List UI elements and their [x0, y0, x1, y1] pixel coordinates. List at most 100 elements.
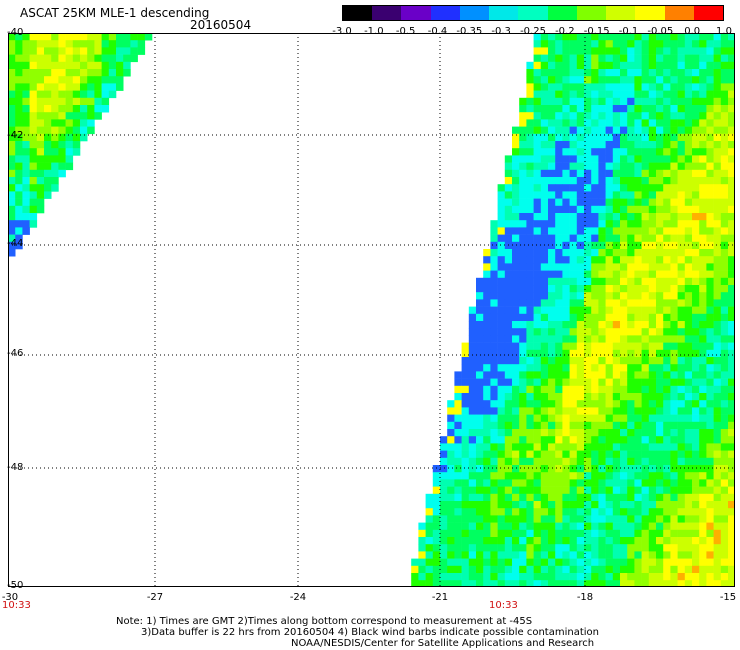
swath-cell: [526, 421, 534, 430]
swath-cell: [548, 220, 556, 228]
swath-cell: [663, 155, 671, 163]
swath-cell: [684, 133, 693, 142]
swath-cell: [555, 321, 563, 329]
swath-cell: [591, 285, 599, 293]
swath-cell: [490, 227, 498, 235]
swath-cell: [440, 565, 448, 574]
swath-cell: [670, 33, 678, 41]
swath-cell: [627, 285, 635, 293]
swath-cell: [533, 83, 542, 91]
swath-cell: [598, 357, 606, 365]
swath-cell: [51, 141, 59, 149]
swath-cell: [677, 436, 686, 444]
swath-cell: [562, 227, 570, 235]
swath-cell: [512, 443, 520, 451]
swath-cell: [692, 493, 700, 502]
swath-cell: [584, 400, 592, 408]
swath-cell: [512, 141, 520, 149]
swath-cell: [684, 112, 693, 120]
swath-cell: [728, 47, 735, 55]
swath-cell: [605, 148, 614, 156]
swath-cell: [591, 126, 599, 135]
swath-cell: [663, 277, 671, 286]
swath-cell: [540, 400, 549, 408]
swath-cell: [706, 234, 714, 243]
swath-cell: [540, 83, 549, 91]
swath-cell: [634, 285, 642, 293]
swath-cell: [533, 551, 542, 559]
swath-cell: [44, 54, 52, 63]
swath-cell: [72, 133, 81, 142]
swath-cell: [101, 83, 110, 91]
swath-cell: [526, 263, 534, 271]
swath-cell: [65, 112, 74, 120]
swath-cell: [512, 573, 520, 581]
swath-cell: [576, 580, 585, 587]
swath-cell: [627, 234, 635, 243]
swath-cell: [94, 61, 102, 70]
swath-cell: [684, 429, 693, 437]
swath-cell: [692, 443, 700, 451]
swath-cell: [569, 40, 578, 48]
swath-cell: [699, 321, 707, 329]
swath-cell: [728, 493, 735, 502]
swath-cell: [533, 184, 542, 192]
swath-cell: [562, 335, 570, 343]
swath-cell: [519, 400, 527, 408]
swath-cell: [648, 191, 657, 199]
swath-cell: [447, 443, 455, 451]
swath-cell: [620, 465, 628, 473]
swath-cell: [598, 198, 606, 207]
swath-cell: [677, 155, 686, 163]
swath-cell: [490, 306, 498, 315]
swath-cell: [512, 299, 520, 307]
swath-cell: [44, 177, 52, 185]
swath-cell: [677, 544, 686, 552]
swath-cell: [562, 400, 570, 408]
swath-cell: [51, 177, 59, 185]
swath-cell: [576, 378, 585, 387]
swath-cell: [461, 580, 470, 587]
swath-cell: [562, 198, 570, 207]
swath-cell: [720, 544, 729, 552]
swath-cell: [720, 61, 729, 70]
swath-cell: [612, 544, 621, 552]
swath-cell: [483, 573, 491, 581]
swath-cell: [476, 558, 484, 567]
swath-cell: [641, 508, 650, 516]
swath-cell: [490, 263, 498, 271]
swath-cell: [569, 385, 578, 394]
swath-cell: [497, 558, 506, 567]
swath-cell: [555, 450, 563, 459]
swath-cell: [584, 501, 592, 509]
swath-cell: [36, 97, 45, 106]
swath-cell: [656, 285, 664, 293]
swath-cell: [605, 349, 614, 358]
swath-cell: [447, 421, 455, 430]
swath-cell: [490, 385, 498, 394]
swath-cell: [519, 155, 527, 163]
swath-cell: [540, 112, 549, 120]
swath-cell: [519, 97, 527, 106]
swath-cell: [22, 33, 30, 41]
swath-cell: [58, 162, 66, 171]
swath-cell: [504, 529, 513, 538]
swath-cell: [548, 40, 556, 48]
swath-cell: [526, 61, 534, 70]
swath-cell: [526, 414, 534, 423]
swath-cell: [519, 191, 527, 199]
swath-cell: [540, 457, 549, 466]
swath-cell: [533, 465, 542, 473]
swath-cell: [540, 177, 549, 185]
swath-cell: [58, 40, 66, 48]
swath-cell: [699, 565, 707, 574]
swath-cell: [569, 529, 578, 538]
swath-cell: [548, 450, 556, 459]
swath-cell: [8, 249, 16, 257]
swath-cell: [72, 148, 81, 156]
swath-cell: [692, 385, 700, 394]
swath-cell: [663, 83, 671, 91]
swath-cell: [612, 407, 621, 415]
swath-cell: [490, 537, 498, 545]
colorbar-label: -0.35: [456, 26, 483, 37]
